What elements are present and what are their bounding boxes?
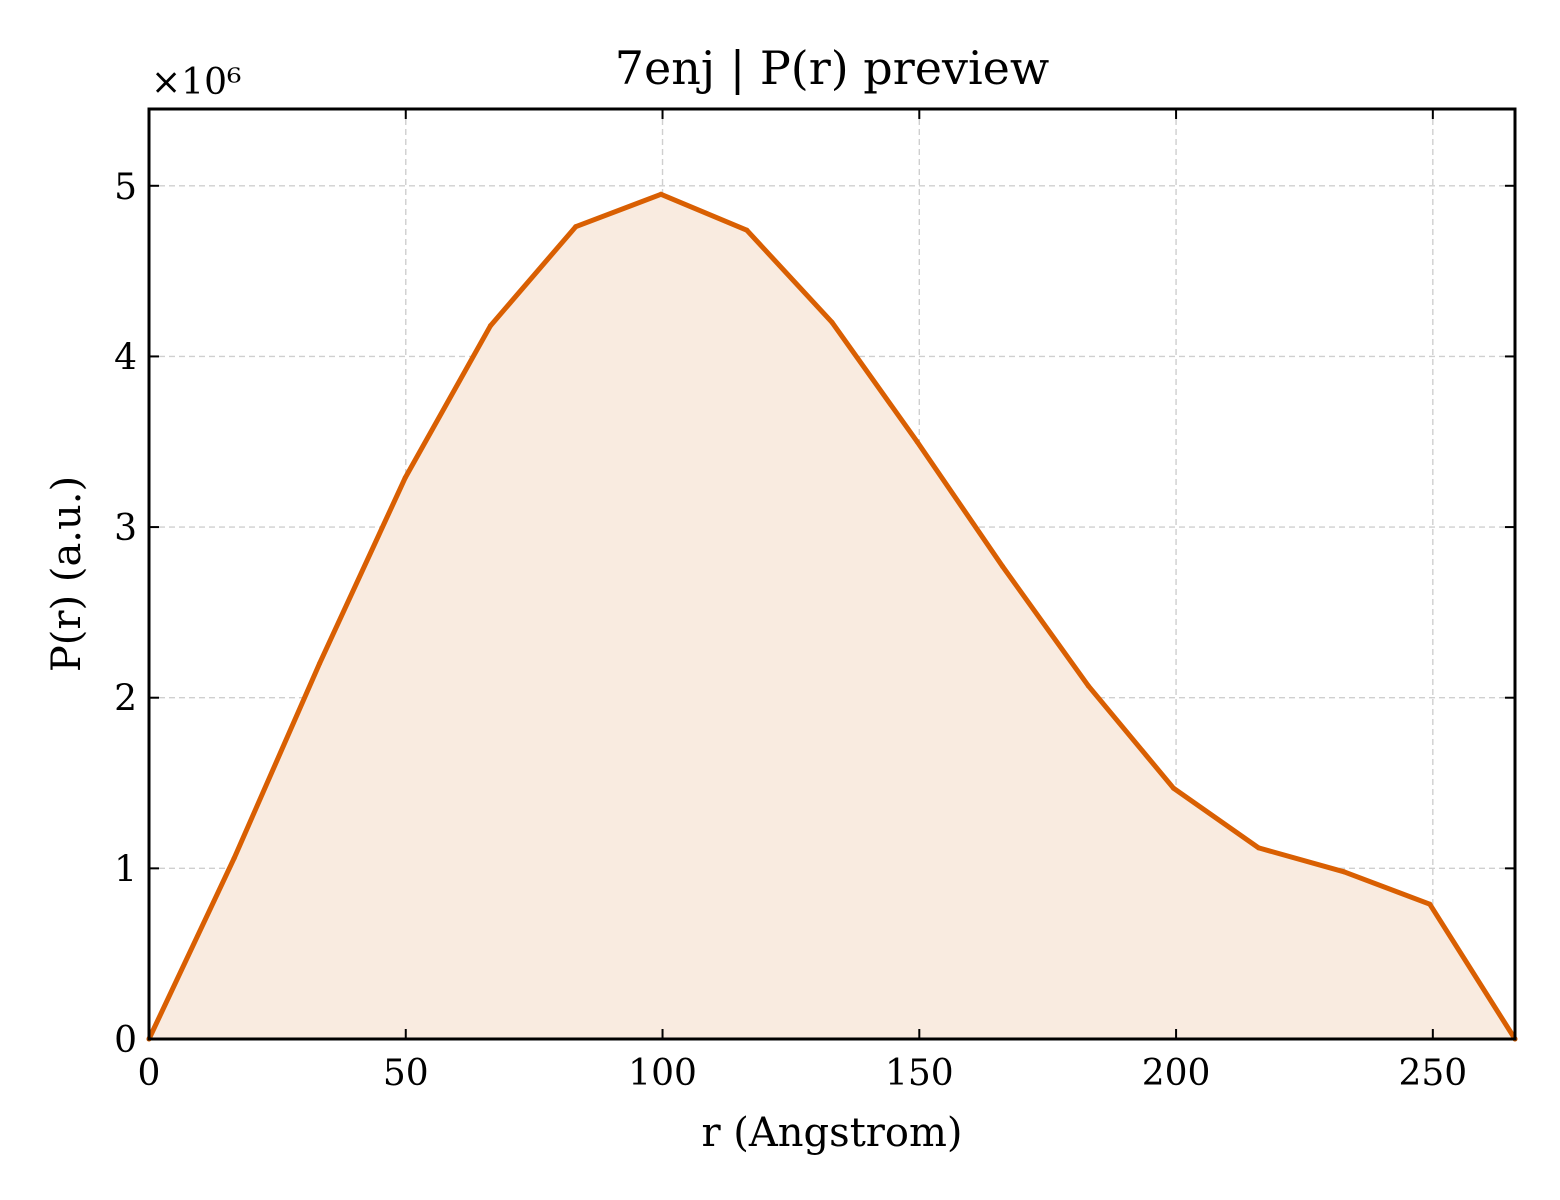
data-point	[402, 475, 408, 481]
data-point	[231, 855, 237, 861]
data-point	[573, 224, 579, 230]
y-tick-label: 0	[114, 1020, 137, 1061]
data-point	[1171, 785, 1176, 791]
x-tick-label: 150	[885, 1053, 954, 1094]
data-point	[1085, 683, 1091, 689]
series-area-fill	[149, 194, 1515, 1040]
data-point	[744, 227, 750, 233]
data-point	[1000, 563, 1005, 569]
data-point	[914, 439, 920, 445]
y-tick-label: 1	[114, 849, 137, 890]
x-tick-label: 200	[1142, 1053, 1211, 1094]
y-tick-label: 4	[114, 337, 137, 378]
y-axis-label: P(r) (a.u.)	[44, 476, 90, 672]
x-tick-label: 50	[383, 1053, 429, 1094]
data-point	[488, 323, 493, 329]
y-tick-label: 3	[114, 508, 137, 549]
y-tick-label: 2	[114, 679, 137, 720]
data-point	[1427, 901, 1433, 907]
data-point	[658, 191, 664, 197]
ticks: 0 50 100 150 200 250 0 1 2 3 4 5	[114, 109, 1515, 1094]
y-tick-label: 5	[114, 167, 137, 208]
data-point	[317, 661, 322, 667]
data-point	[1256, 845, 1262, 851]
x-tick-label: 100	[628, 1053, 697, 1094]
y-multiplier-label: ×10⁶	[151, 62, 241, 103]
data-point	[1341, 869, 1347, 875]
plot-frame	[147, 107, 1517, 1041]
x-tick-label: 250	[1398, 1053, 1467, 1094]
data-point	[829, 319, 835, 325]
chart-title: 7enj | P(r) preview	[615, 41, 1050, 95]
x-tick-label: 0	[138, 1053, 161, 1094]
x-axis-label: r (Angstrom)	[701, 1110, 962, 1156]
